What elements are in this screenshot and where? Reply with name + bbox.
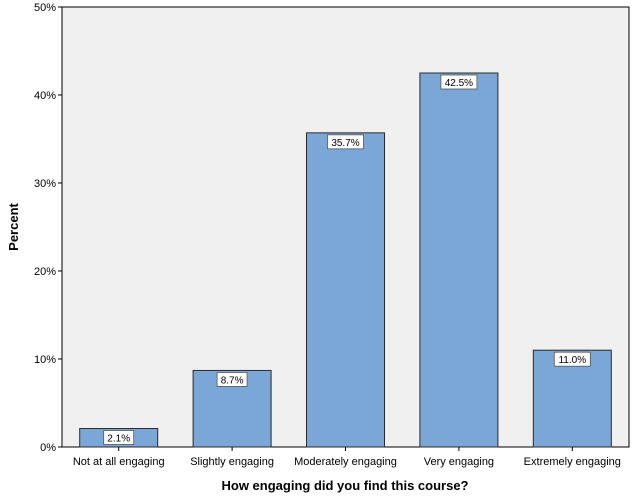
y-tick-label: 40% — [34, 90, 56, 102]
x-tick-label: Moderately engaging — [294, 456, 397, 468]
y-tick-label: 20% — [34, 266, 56, 278]
x-tick-label: Slightly engaging — [190, 456, 274, 468]
x-tick-label: Extremely engaging — [524, 456, 621, 468]
x-tick-label: Very engaging — [424, 456, 494, 468]
data-label-box — [440, 74, 478, 90]
data-label: 11.0% — [558, 355, 586, 366]
x-tick-label: Not at all engaging — [73, 456, 165, 468]
y-tick-label: 30% — [34, 178, 56, 190]
y-tick-label: 0% — [40, 442, 56, 454]
y-tick-label: 50% — [34, 2, 56, 14]
data-label-box — [103, 430, 135, 445]
bars: 2.1% 8.7% 35.7% 42.5% 11.0% — [79, 72, 612, 448]
data-label-box — [216, 372, 248, 387]
data-label: 2.1% — [107, 434, 130, 445]
y-axis-title: Percent — [6, 202, 21, 250]
x-axis: Not at all engaging Slightly engaging Mode… — [73, 447, 621, 468]
data-label-box — [553, 351, 591, 367]
data-label: 8.7% — [221, 375, 244, 386]
data-label: 35.7% — [331, 138, 359, 149]
y-axis: 0% 10% 20% 30% 40% 50% — [34, 2, 62, 454]
y-tick-label: 10% — [34, 354, 56, 366]
bar — [419, 72, 499, 448]
data-label: 42.5% — [445, 78, 473, 89]
data-label-box — [327, 134, 364, 150]
x-axis-title: How engaging did you find this course? — [222, 478, 469, 493]
bar — [306, 132, 385, 448]
